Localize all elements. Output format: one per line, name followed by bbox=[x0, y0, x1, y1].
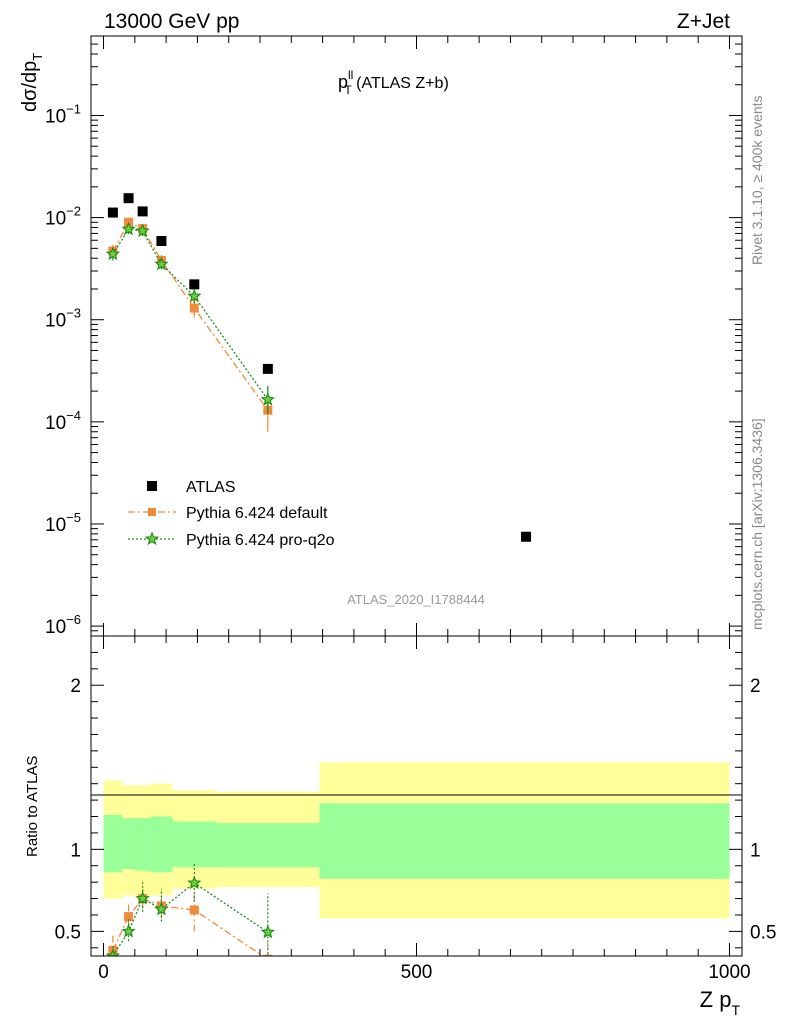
ratio-band-inner bbox=[134, 818, 151, 871]
main-y-tick-label: 10−5 bbox=[45, 510, 81, 536]
plot-title-sub: T bbox=[344, 83, 352, 97]
ratio-point-proq2o bbox=[135, 891, 150, 905]
main-axis: 10−6 10−5 10−4 10−3 10−2 10−1 bbox=[45, 36, 742, 638]
ratio-point-default bbox=[124, 912, 134, 922]
ratio-y-tick-label-right: 0.5 bbox=[750, 922, 776, 943]
main-y-axis-label: dσ/dpT bbox=[19, 53, 45, 112]
legend-star-shape bbox=[144, 531, 160, 546]
main-y-tick-label: 10−3 bbox=[45, 306, 81, 332]
legend-marker-proq2o bbox=[144, 531, 160, 546]
ratio-series bbox=[105, 862, 275, 956]
header-right: Z+Jet bbox=[677, 10, 730, 33]
ratio-band-inner bbox=[319, 803, 730, 879]
main-point-atlas bbox=[123, 193, 134, 204]
legend-marker-default bbox=[148, 508, 156, 516]
main-point-proq2o bbox=[154, 256, 169, 271]
plot-title-rest: (ATLAS Z+b) bbox=[352, 75, 449, 92]
ratio-y-tick-label-right: 2 bbox=[750, 676, 761, 697]
main-y-axis-label-main: dσ/dp bbox=[19, 61, 41, 112]
ratio-y-tick-label: 2 bbox=[70, 676, 81, 697]
ratio-band-inner bbox=[150, 816, 173, 873]
main-point-atlas bbox=[262, 363, 273, 374]
header-left: 13000 GeV pp bbox=[104, 10, 239, 33]
ratio-point-proq2o bbox=[121, 923, 136, 938]
legend: ATLAS Pythia 6.424 default Pythia 6.424 … bbox=[128, 479, 335, 549]
x-axis-label-sub: T bbox=[731, 1002, 740, 1018]
ratio-y-tick-label: 0.5 bbox=[55, 922, 81, 943]
legend-marker-atlas bbox=[147, 481, 157, 491]
legend-label-atlas: ATLAS bbox=[186, 479, 236, 496]
x-tick-label: 0 bbox=[98, 962, 109, 983]
ratio-bands bbox=[103, 762, 730, 919]
main-y-tick-label: 10−2 bbox=[45, 204, 81, 230]
x-axis-label-main: Z p bbox=[700, 987, 732, 1012]
ratio-point-proq2o bbox=[105, 948, 121, 956]
x-axis-label: Z pT bbox=[700, 987, 741, 1018]
ratio-y-tick-label-right: 1 bbox=[750, 840, 761, 861]
ratio-point-proq2o bbox=[260, 924, 275, 939]
main-series bbox=[105, 193, 532, 542]
main-point-proq2o bbox=[105, 246, 121, 261]
ratio-point-default bbox=[189, 905, 199, 915]
main-point-atlas bbox=[107, 207, 118, 218]
legend-label-default: Pythia 6.424 default bbox=[186, 505, 328, 522]
main-point-default bbox=[189, 303, 199, 313]
mcplots-label: mcplots.cern.ch [arXiv:1306.3436] bbox=[749, 418, 765, 630]
main-point-proq2o bbox=[121, 221, 136, 236]
ratio-band-inner bbox=[122, 818, 135, 870]
main-y-tick-label: 10−4 bbox=[45, 408, 81, 434]
main-y-tick-label: 10−1 bbox=[45, 101, 81, 127]
ratio-series-line bbox=[112, 897, 265, 956]
rivet-label: Rivet 3.1.10, ≥ 400k events bbox=[749, 95, 765, 265]
main-series-line bbox=[112, 221, 269, 411]
plot-title-sup: ll bbox=[348, 68, 353, 82]
main-point-proq2o bbox=[187, 288, 202, 303]
main-point-proq2o bbox=[260, 392, 275, 406]
ratio-band-inner bbox=[216, 823, 320, 868]
reference-id: ATLAS_2020_I1788444 bbox=[347, 592, 485, 607]
main-y-axis-label-sub: T bbox=[30, 53, 45, 61]
main-point-proq2o bbox=[135, 223, 150, 238]
main-point-atlas bbox=[189, 279, 200, 290]
x-tick-label: 1000 bbox=[708, 962, 750, 983]
ratio-y-tick-label: 1 bbox=[70, 840, 81, 861]
plot-title-main: p bbox=[338, 72, 348, 92]
main-y-tick-label: 10−6 bbox=[45, 612, 81, 638]
legend-label-proq2o: Pythia 6.424 pro-q2o bbox=[186, 532, 335, 549]
ratio-axis: 0.5 0.5 1 1 2 2 0 500 1000 bbox=[55, 636, 776, 983]
main-point-atlas bbox=[137, 206, 148, 217]
ratio-y-axis-label: Ratio to ATLAS bbox=[24, 756, 41, 857]
ratio-point-proq2o bbox=[154, 901, 169, 916]
ratio-band-inner bbox=[172, 821, 217, 868]
ratio-point-default bbox=[263, 954, 273, 956]
main-series-line bbox=[112, 228, 269, 400]
main-point-atlas bbox=[156, 235, 167, 246]
x-tick-label: 500 bbox=[401, 962, 433, 983]
ratio-point-proq2o bbox=[187, 875, 202, 889]
main-point-atlas bbox=[521, 531, 532, 542]
ratio-band-inner bbox=[103, 814, 123, 873]
plot-title: pll T (ATLAS Z+b) bbox=[338, 68, 449, 97]
ratio-frame bbox=[90, 635, 743, 957]
